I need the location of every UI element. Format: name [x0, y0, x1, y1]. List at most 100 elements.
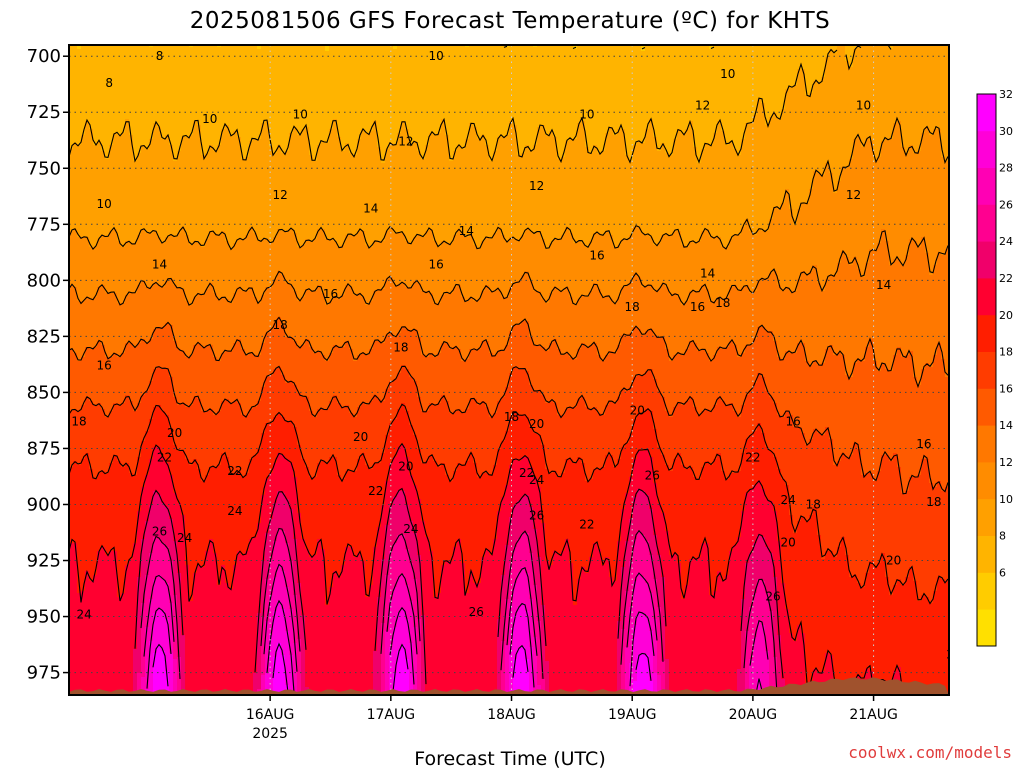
temp-cell [81, 459, 86, 592]
temp-cell [569, 45, 574, 140]
temp-cell [513, 583, 518, 616]
temp-cell [825, 57, 830, 164]
temp-cell [385, 525, 390, 576]
temp-cell [537, 391, 542, 436]
temp-cell [305, 467, 310, 550]
temp-cell [505, 135, 510, 242]
temp-cell [453, 45, 458, 152]
temp-cell [645, 495, 650, 542]
temp-cell [597, 233, 602, 290]
temp-cell [369, 349, 374, 402]
temp-cell [193, 459, 198, 574]
temp-cell [485, 549, 490, 695]
temp-cell [253, 233, 258, 298]
temp-cell [781, 359, 786, 418]
temp-cell [781, 291, 786, 360]
temp-cell [777, 209, 782, 286]
temp-cell [721, 471, 726, 582]
temp-cell [409, 563, 414, 602]
temp-cell [869, 249, 874, 340]
temp-cell [249, 141, 254, 228]
temp-cell [157, 539, 162, 576]
temp-cell [453, 151, 458, 236]
temp-cell [781, 417, 786, 480]
colorbar-label: 22 [999, 272, 1013, 285]
temp-cell [389, 551, 394, 600]
temp-cell [157, 495, 162, 540]
temp-cell [549, 45, 554, 132]
temp-cell [93, 297, 98, 348]
temp-cell [277, 453, 282, 492]
temp-cell [529, 647, 534, 695]
temp-cell [165, 281, 170, 324]
temp-cell [621, 45, 626, 130]
temp-cell [413, 381, 418, 436]
temp-cell [133, 649, 138, 695]
temp-cell [93, 145, 98, 248]
temp-cell [713, 301, 718, 356]
temp-cell [761, 537, 766, 582]
temp-cell [101, 345, 106, 410]
temp-cell [857, 449, 862, 584]
temp-cell [933, 487, 938, 592]
temp-cell [505, 345, 510, 388]
temp-cell [273, 279, 278, 324]
temp-cell [277, 601, 282, 644]
temp-cell [413, 533, 418, 580]
temp-cell [529, 507, 534, 554]
temp-cell [489, 417, 494, 476]
temp-cell [269, 287, 274, 330]
temp-cell [345, 547, 350, 695]
temp-cell [733, 473, 738, 546]
temp-cell [617, 129, 622, 246]
temp-cell [793, 427, 798, 534]
temp-cell [269, 329, 274, 376]
temp-cell [313, 45, 318, 162]
temp-cell [845, 45, 850, 62]
temp-cell [853, 363, 858, 444]
temp-cell [149, 47, 154, 140]
temp-cell [101, 471, 106, 548]
temp-cell [117, 461, 122, 598]
temp-cell [445, 293, 450, 344]
temp-cell [397, 333, 402, 374]
temp-cell [289, 609, 294, 656]
temp-cell [629, 519, 634, 562]
temp-cell [613, 467, 618, 582]
temp-cell [689, 121, 694, 242]
temp-cell [385, 45, 390, 150]
temp-cell [525, 417, 530, 458]
temp-cell [813, 507, 818, 670]
temp-cell [509, 121, 514, 238]
temp-cell [461, 149, 466, 236]
temp-cell [217, 411, 222, 466]
temp-cell [613, 135, 618, 248]
temp-cell [781, 45, 786, 110]
temp-cell [741, 353, 746, 406]
temp-cell [937, 481, 942, 578]
temp-cell [857, 359, 862, 450]
temp-cell [649, 457, 654, 510]
temp-cell [469, 123, 474, 236]
contour-label: 12 [273, 188, 288, 202]
temp-cell [373, 651, 378, 695]
temp-cell [301, 459, 306, 540]
temp-cell [181, 227, 186, 290]
temp-cell [425, 357, 430, 412]
temp-cell [593, 343, 598, 408]
temp-cell [765, 331, 770, 392]
temp-cell [877, 371, 882, 472]
temp-cell [501, 641, 506, 695]
temp-cell [93, 347, 98, 406]
temp-cell [409, 45, 414, 146]
temp-cell [181, 403, 186, 452]
temp-cell [761, 433, 766, 490]
temp-cell [277, 317, 282, 368]
temp-cell [905, 491, 910, 578]
temp-cell [433, 45, 438, 136]
temp-cell [705, 143, 710, 230]
temp-cell [709, 237, 714, 302]
colorbar-swatch [977, 572, 996, 610]
temp-cell [933, 591, 938, 690]
temp-cell [737, 471, 742, 538]
